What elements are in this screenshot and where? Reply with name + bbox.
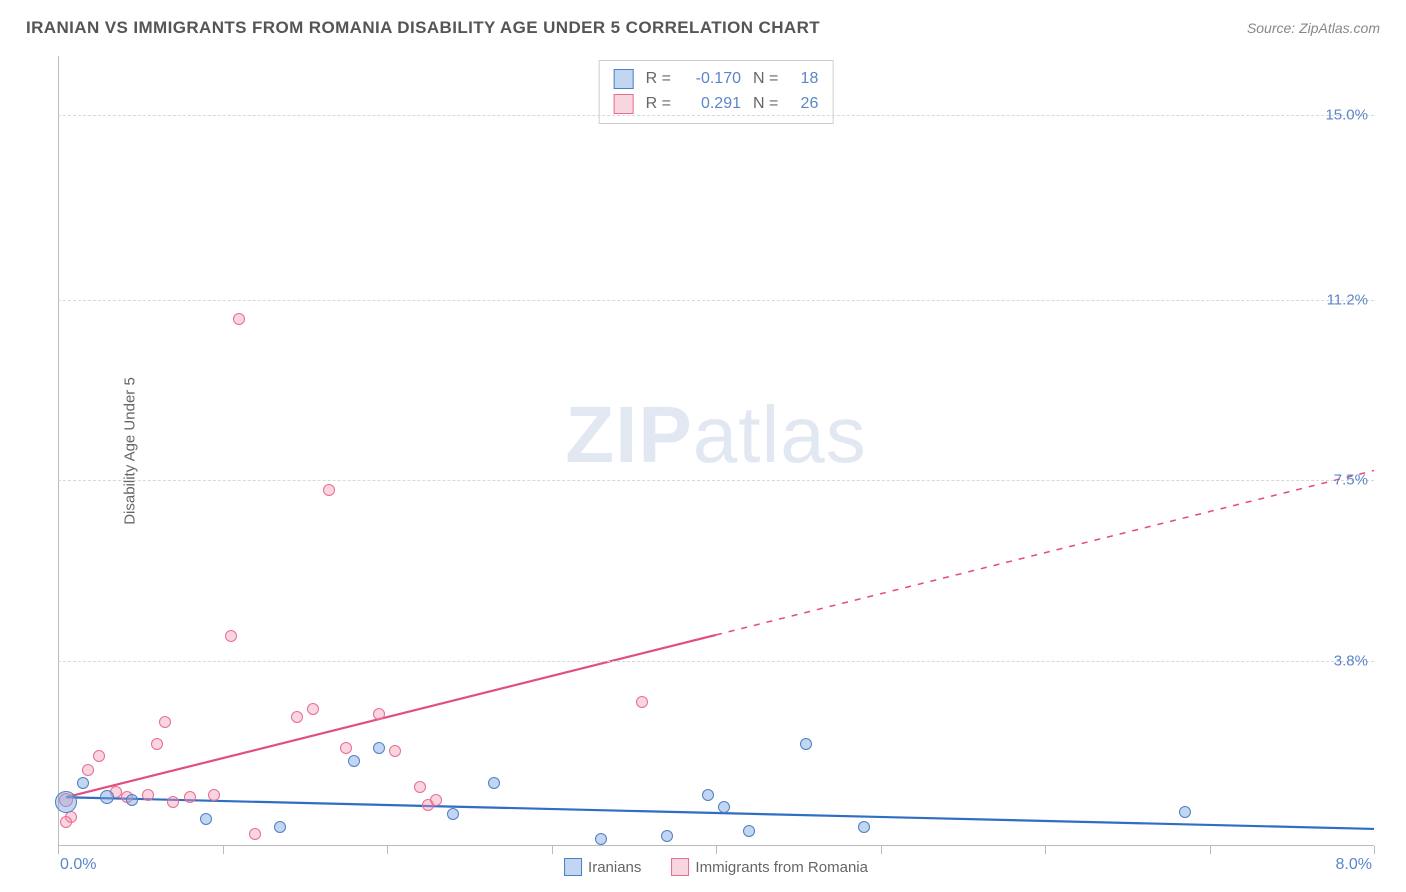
y-tick-label: 11.2% (1327, 291, 1368, 308)
x-tick (1045, 846, 1046, 854)
x-tick (716, 846, 717, 854)
stats-n-value: 18 (790, 67, 818, 92)
blue-point (858, 821, 870, 833)
plot-region: ZIPatlas 0.0% 8.0% R =-0.170N =18R =0.29… (58, 56, 1374, 846)
blue-point (447, 808, 459, 820)
blue-point (702, 789, 714, 801)
x-tick (552, 846, 553, 854)
chart-title: IRANIAN VS IMMIGRANTS FROM ROMANIA DISAB… (26, 18, 820, 38)
legend-swatch (671, 858, 689, 876)
stats-r-value: 0.291 (683, 92, 741, 117)
pink-point (323, 484, 335, 496)
source-attribution: Source: ZipAtlas.com (1247, 20, 1380, 36)
x-tick (223, 846, 224, 854)
blue-point (200, 813, 212, 825)
stats-r-label: R = (646, 92, 671, 117)
watermark-bold: ZIP (565, 390, 692, 479)
pink-point (430, 794, 442, 806)
stats-r-label: R = (646, 67, 671, 92)
pink-point (159, 716, 171, 728)
x-tick (1210, 846, 1211, 854)
blue-point (488, 777, 500, 789)
stats-swatch (614, 94, 634, 114)
pink-point (414, 781, 426, 793)
pink-trend-dashed (716, 471, 1374, 635)
pink-point (225, 630, 237, 642)
blue-point (373, 742, 385, 754)
pink-point (307, 703, 319, 715)
blue-point (126, 794, 138, 806)
pink-point (167, 796, 179, 808)
x-max-label: 8.0% (1336, 856, 1372, 874)
gridline (58, 480, 1374, 481)
blue-point (348, 755, 360, 767)
watermark: ZIPatlas (565, 389, 866, 481)
x-tick (58, 846, 59, 854)
x-tick (387, 846, 388, 854)
gridline (58, 661, 1374, 662)
stats-n-label: N = (753, 67, 778, 92)
blue-point (274, 821, 286, 833)
y-tick-label: 3.8% (1334, 652, 1368, 669)
y-axis-line (58, 56, 59, 846)
pink-point (142, 789, 154, 801)
x-tick (881, 846, 882, 854)
pink-point (93, 750, 105, 762)
pink-point (208, 789, 220, 801)
stats-row: R = 0.291 N = 26 (614, 92, 819, 117)
pink-point (340, 742, 352, 754)
pink-point (82, 764, 94, 776)
trend-lines (58, 56, 1374, 846)
blue-point (100, 790, 114, 804)
pink-point (373, 708, 385, 720)
blue-point (718, 801, 730, 813)
legend-item: Immigrants from Romania (671, 858, 868, 876)
series-legend: Iranians Immigrants from Romania (564, 858, 868, 876)
stats-n-value: 26 (790, 92, 818, 117)
blue-point (55, 791, 77, 813)
pink-point (60, 816, 72, 828)
pink-point (184, 791, 196, 803)
y-tick-label: 7.5% (1334, 472, 1368, 489)
pink-point (249, 828, 261, 840)
pink-point (291, 711, 303, 723)
blue-point (661, 830, 673, 842)
pink-point (636, 696, 648, 708)
pink-point (151, 738, 163, 750)
pink-point (389, 745, 401, 757)
header: IRANIAN VS IMMIGRANTS FROM ROMANIA DISAB… (0, 0, 1406, 52)
y-tick-label: 15.0% (1325, 106, 1368, 123)
legend-swatch (564, 858, 582, 876)
x-origin-label: 0.0% (60, 856, 96, 874)
gridline (58, 115, 1374, 116)
blue-point (77, 777, 89, 789)
blue-point (1179, 806, 1191, 818)
legend-item: Iranians (564, 858, 641, 876)
stats-n-label: N = (753, 92, 778, 117)
legend-label: Iranians (588, 859, 641, 876)
chart-area: Disability Age Under 5 ZIPatlas 0.0% 8.0… (48, 56, 1384, 846)
stats-r-value: -0.170 (683, 67, 741, 92)
blue-point (800, 738, 812, 750)
watermark-light: atlas (693, 390, 867, 479)
blue-point (743, 825, 755, 837)
gridline (58, 300, 1374, 301)
x-tick (1374, 846, 1375, 854)
pink-point (233, 313, 245, 325)
blue-point (595, 833, 607, 845)
legend-label: Immigrants from Romania (695, 859, 868, 876)
stats-swatch (614, 69, 634, 89)
stats-row: R = -0.170 N = 18 (614, 67, 819, 92)
